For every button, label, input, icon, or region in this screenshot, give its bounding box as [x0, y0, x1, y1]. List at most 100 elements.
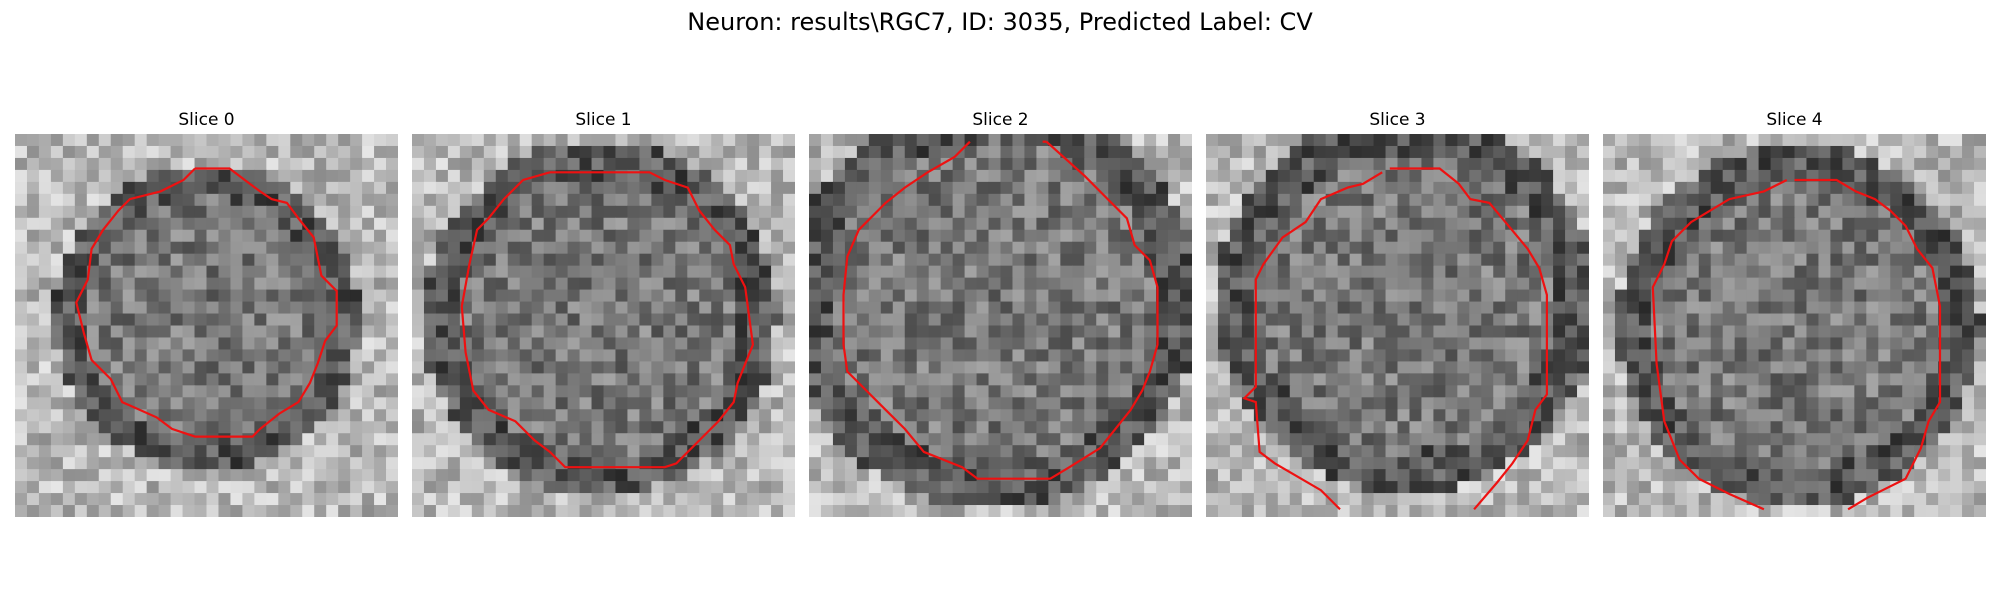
- pixel: [302, 337, 315, 351]
- pixel: [1577, 313, 1589, 327]
- pixel: [158, 229, 172, 243]
- pixel: [868, 325, 882, 339]
- pixel: [1722, 169, 1736, 183]
- pixel: [1313, 433, 1327, 446]
- pixel: [290, 469, 303, 482]
- pixel: [952, 337, 966, 351]
- pixel: [38, 205, 52, 219]
- pixel: [1674, 145, 1688, 159]
- pixel: [26, 325, 40, 339]
- pixel: [1481, 157, 1494, 171]
- pixel: [675, 337, 688, 351]
- pixel: [74, 505, 88, 517]
- pixel: [711, 145, 724, 159]
- pixel: [1036, 205, 1049, 219]
- pixel: [74, 181, 88, 195]
- pixel: [1277, 289, 1291, 303]
- pixel: [1650, 265, 1664, 279]
- pixel: [1890, 433, 1903, 446]
- pixel: [412, 385, 425, 398]
- pixel: [206, 349, 220, 363]
- pixel: [206, 361, 220, 374]
- pixel: [98, 469, 112, 482]
- pixel: [507, 313, 521, 327]
- pixel: [62, 301, 76, 315]
- pixel: [1493, 313, 1506, 327]
- pixel: [603, 349, 617, 363]
- pixel: [1253, 313, 1267, 327]
- pixel: [459, 505, 473, 517]
- pixel: [940, 205, 954, 219]
- pixel: [1024, 457, 1038, 470]
- pixel: [988, 229, 1002, 243]
- pixel: [1806, 277, 1820, 291]
- pixel: [1770, 193, 1784, 207]
- pixel: [206, 409, 220, 422]
- pixel: [952, 493, 966, 506]
- pixel: [218, 469, 232, 482]
- pixel: [1854, 169, 1867, 183]
- pixel: [1746, 241, 1760, 255]
- pixel: [1445, 373, 1458, 386]
- pixel: [254, 397, 267, 410]
- pixel: [1206, 337, 1219, 351]
- pixel: [362, 481, 375, 494]
- pixel: [809, 134, 822, 147]
- pixel: [1662, 193, 1676, 207]
- pixel: [856, 134, 870, 147]
- pixel: [567, 134, 581, 147]
- pixel: [1722, 301, 1736, 315]
- pixel: [182, 277, 196, 291]
- pixel: [555, 445, 569, 458]
- pixel: [543, 157, 557, 171]
- pixel: [218, 445, 232, 458]
- pixel: [591, 361, 605, 374]
- pixel: [326, 253, 339, 267]
- pixel: [1060, 409, 1073, 422]
- pixel: [110, 433, 124, 446]
- pixel: [1758, 301, 1772, 315]
- pixel: [711, 493, 724, 506]
- pixel: [62, 373, 76, 386]
- pixel: [747, 505, 760, 517]
- pixel: [904, 217, 918, 231]
- pixel: [1409, 433, 1423, 446]
- pixel: [1603, 325, 1616, 339]
- pixel: [1734, 134, 1748, 147]
- pixel: [579, 445, 593, 458]
- pixel: [350, 481, 363, 494]
- pixel: [158, 325, 172, 339]
- pixel: [1493, 217, 1506, 231]
- pixel: [543, 505, 557, 517]
- pixel: [134, 181, 148, 195]
- pixel: [1445, 385, 1458, 398]
- pixel: [423, 421, 437, 434]
- pixel: [627, 361, 641, 374]
- pixel: [1373, 385, 1387, 398]
- pixel: [940, 337, 954, 351]
- pixel: [134, 301, 148, 315]
- pixel: [809, 457, 822, 470]
- pixel: [1806, 397, 1820, 410]
- pixel: [1361, 421, 1375, 434]
- pixel: [74, 421, 88, 434]
- pixel: [675, 253, 688, 267]
- pixel: [1818, 421, 1832, 434]
- pixel: [1746, 337, 1760, 351]
- pixel: [1926, 445, 1939, 458]
- pixel: [1229, 134, 1243, 147]
- pixel: [122, 349, 136, 363]
- pixel: [1457, 445, 1470, 458]
- pixel: [1241, 277, 1255, 291]
- pixel: [1156, 313, 1169, 327]
- pixel: [15, 493, 28, 506]
- pixel: [651, 229, 664, 243]
- pixel: [38, 481, 52, 494]
- pixel: [663, 157, 676, 171]
- pixel: [1553, 397, 1566, 410]
- pixel: [1926, 229, 1939, 243]
- pixel: [1505, 469, 1518, 482]
- pixel: [218, 325, 232, 339]
- pixel: [1036, 325, 1049, 339]
- pixel: [1553, 193, 1566, 207]
